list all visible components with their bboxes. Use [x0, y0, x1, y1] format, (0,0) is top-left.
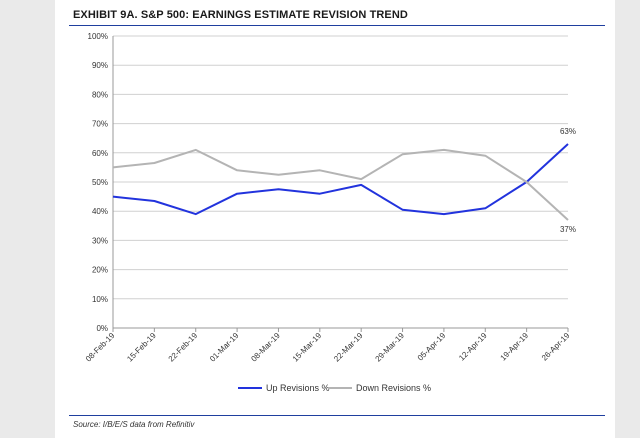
y-tick-label: 0%	[96, 324, 108, 333]
x-tick-label: 22-Feb-19	[167, 331, 200, 364]
x-tick-label: 22-Mar-19	[332, 331, 365, 364]
data-label: 63%	[560, 127, 576, 136]
x-tick-label: 05-Apr-19	[416, 331, 448, 363]
up-revisions-line	[112, 143, 569, 216]
x-tick-label: 12-Apr-19	[457, 331, 489, 363]
x-tick-label: 19-Apr-19	[499, 331, 531, 363]
exhibit-panel	[55, 0, 615, 438]
y-tick-label: 100%	[88, 32, 108, 41]
x-tick-label: 29-Mar-19	[373, 331, 406, 364]
footer-rule	[69, 415, 605, 416]
x-tick-label: 15-Mar-19	[291, 331, 324, 364]
y-tick-label: 90%	[92, 61, 108, 70]
x-tick-label: 08-Mar-19	[249, 331, 282, 364]
y-tick-label: 10%	[92, 295, 108, 304]
x-tick-label: 01-Mar-19	[208, 331, 241, 364]
y-tick-label: 50%	[92, 178, 108, 187]
y-tick-label: 30%	[92, 236, 108, 245]
legend-label: Down Revisions %	[356, 383, 431, 393]
legend-label: Up Revisions %	[266, 383, 330, 393]
x-tick-label: 26-Apr-19	[540, 331, 572, 363]
title-rule	[69, 25, 605, 26]
y-tick-label: 20%	[92, 266, 108, 275]
y-tick-label: 80%	[92, 90, 108, 99]
y-tick-label: 70%	[92, 120, 108, 129]
x-tick-label: 15-Feb-19	[125, 331, 158, 364]
y-tick-label: 40%	[92, 207, 108, 216]
down-revisions-line	[112, 148, 569, 221]
y-tick-label: 60%	[92, 149, 108, 158]
exhibit-title: EXHIBIT 9A. S&P 500: EARNINGS ESTIMATE R…	[73, 9, 408, 21]
source-note: Source: I/B/E/S data from Refinitiv	[73, 420, 195, 429]
x-tick-label: 08-Feb-19	[84, 331, 117, 364]
data-label: 37%	[560, 225, 576, 234]
